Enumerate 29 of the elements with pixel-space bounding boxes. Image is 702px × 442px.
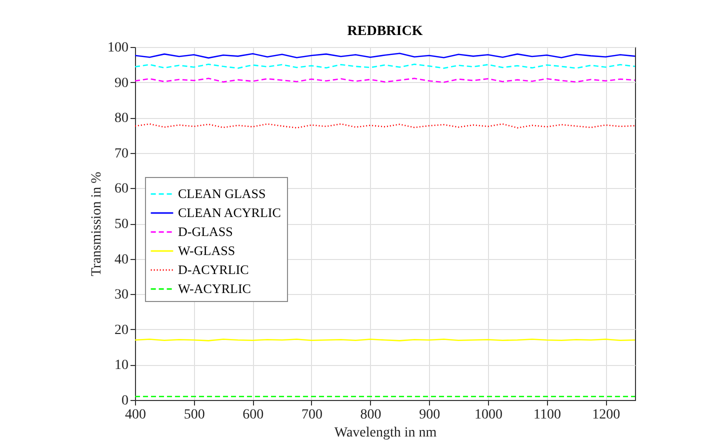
y-tick-label: 100 xyxy=(108,40,128,56)
y-tick-label: 60 xyxy=(114,182,128,197)
y-tick-label: 0 xyxy=(122,394,128,408)
legend-label: D-ACYRLIC xyxy=(178,262,249,277)
x-tick-label: 500 xyxy=(184,408,205,422)
x-tick-label: 400 xyxy=(125,408,146,422)
y-tick-label: 50 xyxy=(114,217,128,232)
x-tick-label: 1100 xyxy=(534,408,562,422)
x-tick-label: 1000 xyxy=(474,408,502,422)
x-tick-label: 1200 xyxy=(592,408,620,422)
x-tick-label: 700 xyxy=(301,408,322,422)
y-tick-label: 10 xyxy=(114,358,128,374)
legend-label: CLEAN ACYRLIC xyxy=(178,205,281,220)
x-tick-label: 900 xyxy=(419,408,440,422)
y-tick-label: 90 xyxy=(114,76,128,91)
y-axis-title: Transmission in % xyxy=(90,171,104,276)
chart-title: REDBRICK xyxy=(347,24,423,39)
y-tick-label: 40 xyxy=(114,252,128,268)
y-tick-label: 80 xyxy=(114,111,128,126)
legend-label: W-ACYRLIC xyxy=(178,281,251,296)
legend-label: W-GLASS xyxy=(178,243,236,258)
x-axis-title: Wavelength in nm xyxy=(334,426,437,440)
legend-label: CLEAN GLASS xyxy=(178,186,266,201)
y-tick-label: 30 xyxy=(114,288,128,303)
legend-label: D-GLASS xyxy=(178,224,233,239)
x-tick-label: 800 xyxy=(360,408,382,422)
x-tick-label: 600 xyxy=(242,408,264,422)
y-tick-label: 20 xyxy=(114,322,128,338)
y-tick-label: 70 xyxy=(114,146,128,162)
